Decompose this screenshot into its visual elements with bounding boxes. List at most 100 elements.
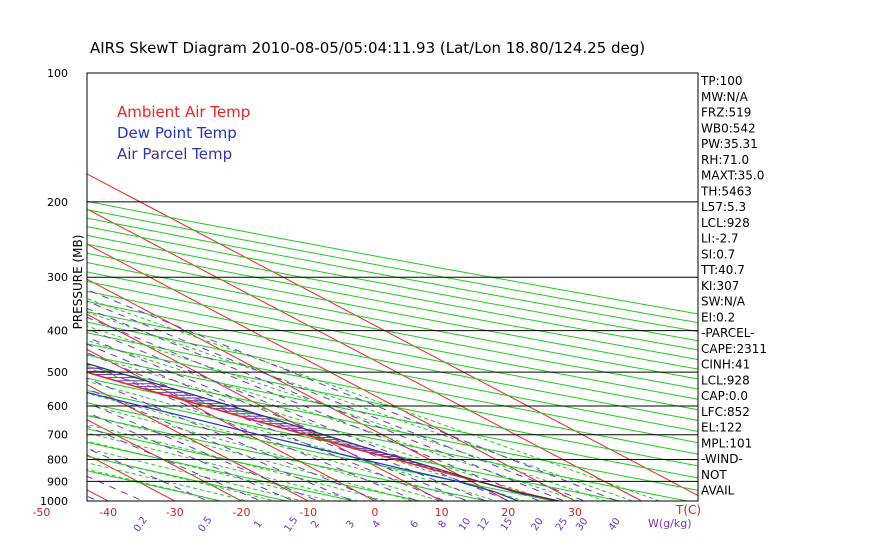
index-value: SW:N/A [701, 295, 746, 309]
pressure-tick-label: 1000 [40, 495, 68, 508]
ambient-air-temp-line [87, 371, 559, 501]
index-value: PW:35.31 [701, 137, 758, 151]
index-value: TH:5463 [700, 184, 752, 198]
moist-adiabat-line [87, 448, 305, 501]
index-value: LI:-2.7 [701, 232, 739, 246]
moist-adiabat-line [87, 380, 498, 501]
dry-adiabat-line [87, 365, 698, 491]
index-value: L57:5.3 [701, 200, 746, 214]
mixing-ratio-line [87, 352, 447, 501]
mixing-ratio-tick-label: 4 [371, 519, 384, 531]
index-value: CAP:0.0 [701, 389, 748, 403]
index-value: NOT [701, 468, 727, 482]
index-value: MAXT:35.0 [701, 169, 764, 183]
dry-adiabat-line [87, 354, 698, 479]
moist-adiabat-line [87, 392, 471, 501]
grid-layer [0, 63, 698, 510]
mixing-ratio-line [87, 300, 586, 501]
index-value: SI:0.7 [701, 247, 735, 261]
dry-adiabat-line [87, 300, 698, 421]
dry-adiabat-line [87, 200, 698, 315]
moist-adiabat-lines [87, 298, 662, 501]
dry-adiabat-line [87, 343, 698, 467]
isobar-lines [87, 73, 698, 501]
pressure-tick-label: 200 [47, 196, 68, 209]
legend-air-parcel-temp: Air Parcel Temp [117, 145, 232, 163]
index-value: CAPE:2311 [701, 342, 767, 356]
index-value: FRZ:519 [701, 106, 751, 120]
index-value: KI:307 [701, 279, 739, 293]
bottom-temp-tick-label: 20 [501, 506, 515, 519]
isotherm-line [87, 278, 510, 501]
bottom-temp-tick-label: -10 [299, 506, 317, 519]
mixing-ratio-tick-label: 0.5 [196, 515, 214, 534]
temp-unit-label: T(C) [675, 503, 701, 517]
pressure-tick-label: 600 [47, 400, 68, 413]
isotherm-line [87, 384, 310, 501]
legend-dew-point-temp: Dew Point Temp [117, 124, 237, 142]
mixing-ratio-tick-label: 1 [252, 519, 265, 531]
dry-adiabat-line [87, 332, 698, 455]
index-value: MPL:101 [701, 436, 752, 450]
pressure-tick-label: 100 [47, 67, 68, 80]
index-value: LFC:852 [701, 405, 750, 419]
moist-adiabat-line [87, 298, 662, 501]
dry-adiabat-line [87, 415, 490, 501]
air-parcel-temp-line [87, 362, 559, 501]
mixing-ratio-tick-label: 12 [476, 516, 492, 533]
bottom-temp-tick-label: -40 [99, 506, 117, 519]
index-value: WB0:542 [701, 121, 756, 135]
bottom-temp-tick-label: -50 [32, 506, 50, 519]
bottom-temp-tick-label: -30 [166, 506, 184, 519]
mixing-ratio-tick-label: 6 [409, 519, 422, 531]
dry-adiabat-line [87, 226, 698, 342]
moist-adiabat-line [87, 325, 608, 501]
isotherm-line [0, 63, 59, 510]
index-value: TT:40.7 [700, 263, 745, 277]
index-value: LCL:928 [701, 216, 750, 230]
moist-adiabat-line [87, 432, 360, 501]
dry-adiabat-line [87, 455, 290, 501]
index-value: RH:71.0 [701, 153, 749, 167]
dry-adiabat-lines [87, 200, 698, 501]
isotherm-line [87, 208, 643, 501]
mixing-ratio-line [87, 362, 419, 501]
index-value: -PARCEL- [701, 326, 755, 340]
pressure-axis: 100 200 300 400 500 600 700 800 900 1000 [40, 67, 68, 508]
dry-adiabat-line [87, 311, 698, 432]
mixing-ratio-line [87, 316, 542, 501]
dry-adiabat-line [87, 470, 223, 501]
index-value: -WIND- [701, 452, 743, 466]
pressure-tick-label: 900 [47, 475, 68, 488]
bottom-temp-axis: -50 -40 -30 -20 -10 0 10 20 30 [32, 506, 582, 519]
mixing-ratio-line [87, 328, 511, 501]
mixing-ratio-tick-label: 0.2 [132, 515, 150, 534]
pressure-tick-label: 300 [47, 271, 68, 284]
dry-adiabat-line [87, 281, 698, 400]
bottom-temp-tick-label: -20 [233, 506, 251, 519]
mixing-ratio-tick-label: 40 [607, 516, 623, 533]
isotherm-line [87, 173, 698, 497]
isotherm-line [87, 348, 376, 501]
bottom-temp-tick-label: 0 [371, 506, 378, 519]
pressure-tick-label: 700 [47, 429, 68, 442]
mixing-ratio-tick-label: 8 [437, 519, 450, 531]
mixing-ratio-line [87, 307, 566, 501]
index-value: EI:0.2 [701, 310, 735, 324]
dry-adiabat-line [87, 389, 624, 501]
index-value: MW:N/A [701, 90, 749, 104]
mixing-ratio-tick-label: 20 [530, 516, 546, 533]
dry-adiabat-line [87, 441, 357, 501]
index-value: AVAIL [701, 484, 735, 498]
dry-adiabat-line [87, 290, 698, 411]
mixing-ratio-line [87, 289, 619, 501]
dry-adiabat-line [87, 428, 424, 501]
dry-adiabat-line [87, 217, 698, 333]
profile-series [87, 362, 559, 501]
pressure-tick-label: 800 [47, 454, 68, 467]
mixing-unit-label: W(g/kg) [648, 517, 692, 530]
legend-ambient-air-temp: Ambient Air Temp [117, 103, 250, 121]
bottom-temp-tick-label: 10 [435, 506, 449, 519]
